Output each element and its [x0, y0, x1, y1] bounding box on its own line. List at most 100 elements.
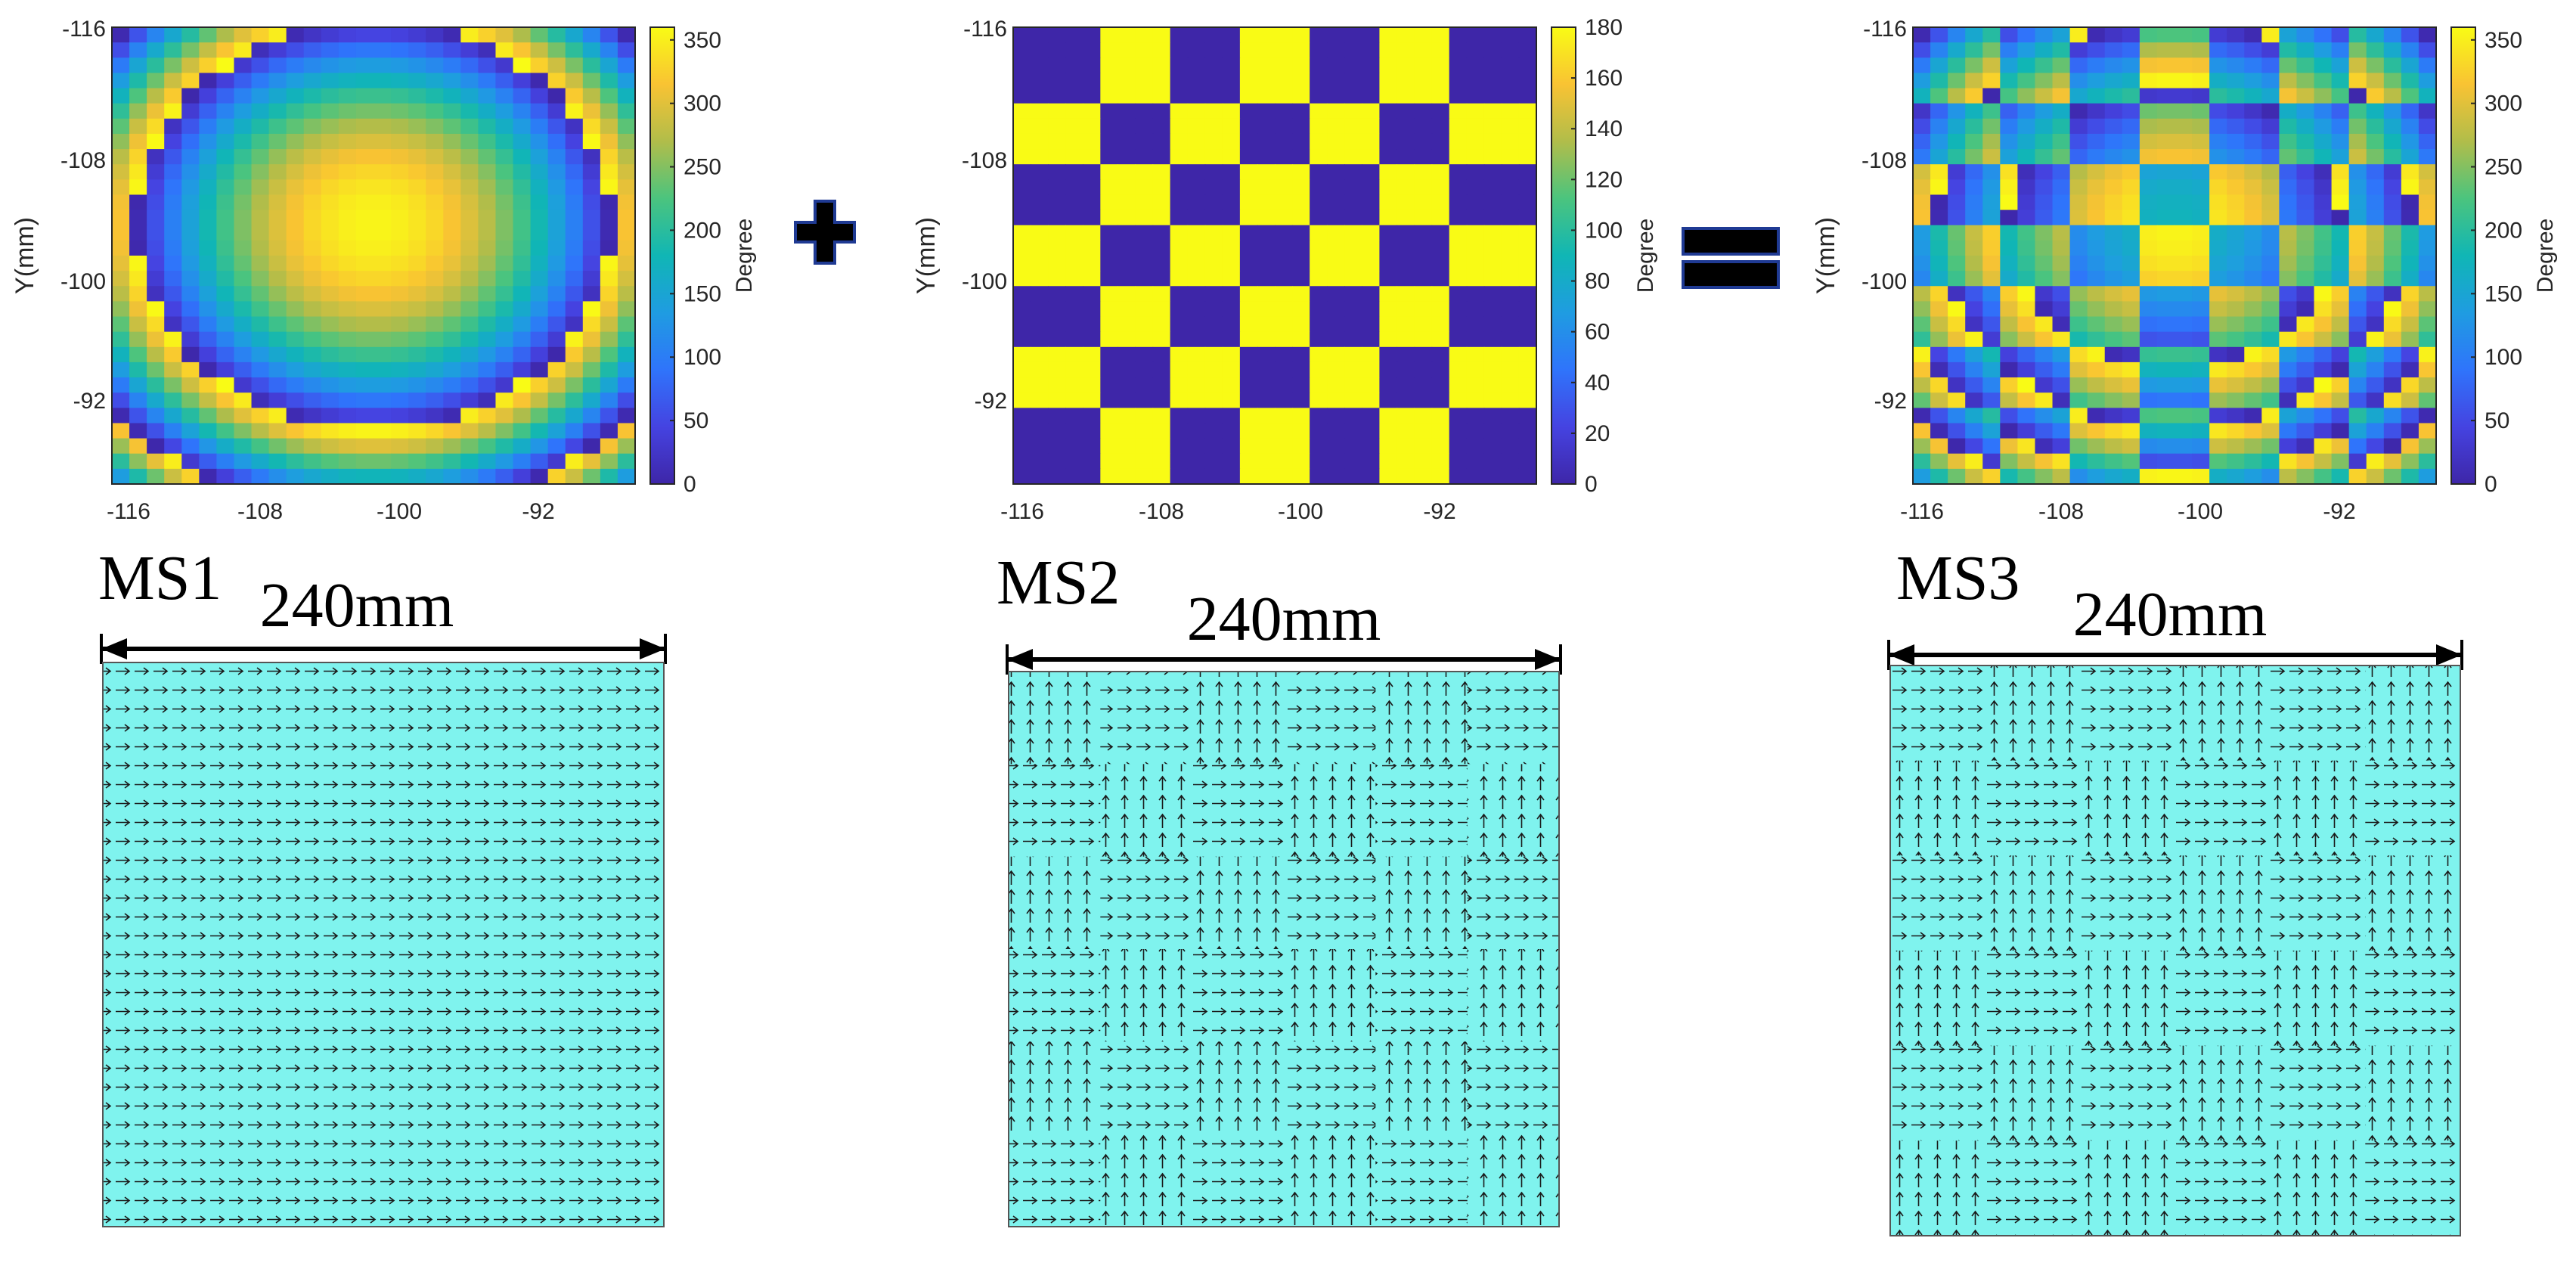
phase-cell — [1013, 331, 1031, 348]
phase-cell — [268, 73, 287, 89]
phase-cell — [1170, 438, 1189, 455]
phase-cell — [1083, 57, 1101, 73]
phase-cell — [408, 88, 426, 104]
phase-cell — [1483, 73, 1502, 89]
phase-cell — [2418, 240, 2437, 256]
phase-cell — [286, 149, 305, 165]
phase-cell — [2261, 316, 2280, 333]
phase-cell — [617, 331, 636, 348]
phase-cell — [2366, 256, 2385, 271]
phase-cell — [1048, 438, 1066, 455]
phase-cell — [164, 73, 182, 89]
phase-cell — [1913, 194, 1931, 211]
phase-cell — [234, 164, 253, 180]
phase-cell — [2331, 438, 2350, 455]
phase-cell — [2348, 240, 2367, 256]
phase-cell — [1065, 468, 1083, 485]
phase-cell — [1170, 316, 1189, 333]
phase-cell — [1292, 256, 1310, 271]
phase-cell — [1930, 57, 1948, 73]
phase-cell — [1414, 118, 1433, 135]
phase-cell — [1135, 73, 1154, 89]
phase-cell — [530, 133, 549, 150]
phase-cell — [1913, 453, 1931, 470]
phase-cell — [582, 331, 601, 348]
phase-cell — [2296, 286, 2315, 302]
phase-cell — [460, 194, 479, 211]
phase-cell — [1518, 423, 1537, 439]
phase-cell — [2104, 256, 2123, 271]
phase-cell — [1204, 240, 1223, 256]
phase-cell — [234, 286, 253, 302]
phase-cell — [565, 392, 584, 408]
phase-cell — [2227, 331, 2245, 348]
phase-cell — [286, 42, 305, 58]
phase-cell — [2244, 392, 2262, 408]
phase-cell — [234, 103, 253, 119]
unit-cell-block — [1192, 672, 1285, 765]
phase-cell — [1396, 225, 1415, 241]
phase-cell — [338, 392, 357, 408]
phase-cell — [1292, 423, 1310, 439]
phase-cell — [2261, 392, 2280, 408]
phase-cell — [1239, 240, 1258, 256]
phase-cell — [1170, 240, 1189, 256]
phase-cell — [1013, 133, 1031, 150]
phase-cell — [234, 209, 253, 226]
phase-cell — [1310, 57, 1328, 73]
phase-cell — [1275, 209, 1293, 226]
phase-cell — [321, 225, 339, 241]
phase-cell — [355, 316, 374, 333]
phase-cell — [338, 194, 357, 211]
phase-cell — [2227, 194, 2245, 211]
phase-cell — [426, 377, 444, 393]
phase-cell — [2209, 377, 2227, 393]
phase-cell — [2087, 164, 2106, 180]
phase-cell — [1449, 42, 1468, 58]
phase-cell — [1344, 377, 1362, 393]
phase-cell — [530, 179, 549, 196]
phase-map-ms3 — [1913, 27, 2437, 485]
phase-cell — [426, 57, 444, 73]
phase-cell — [2227, 361, 2245, 378]
phase-cell — [1414, 88, 1433, 104]
phase-cell — [268, 256, 287, 271]
phase-cell — [513, 286, 532, 302]
phase-cell — [338, 118, 357, 135]
phase-cell — [547, 118, 566, 135]
phase-cell — [1965, 225, 1983, 241]
phase-cell — [530, 377, 549, 393]
phase-cell — [2227, 438, 2245, 455]
phase-cell — [600, 149, 618, 165]
phase-cell — [1362, 57, 1380, 73]
phase-cell — [1344, 408, 1362, 424]
phase-cell — [1466, 57, 1485, 73]
phase-cell — [2139, 225, 2158, 241]
phase-cell — [1466, 209, 1485, 226]
phase-cell — [2192, 73, 2210, 89]
phase-cell — [2035, 361, 2054, 378]
phase-cell — [426, 103, 444, 119]
phase-cell — [2087, 42, 2106, 58]
phase-cell — [164, 346, 182, 363]
phase-cell — [1930, 133, 1948, 150]
phase-cell — [2244, 271, 2262, 287]
phase-cell — [1100, 423, 1118, 439]
phase-cell — [2192, 225, 2210, 241]
phase-cell — [1396, 331, 1415, 348]
phase-cell — [1083, 453, 1101, 470]
phase-cell — [1396, 118, 1415, 135]
phase-cell — [1065, 361, 1083, 378]
phase-cell — [1449, 118, 1468, 135]
phase-cell — [1501, 286, 1520, 302]
phase-cell — [1379, 164, 1398, 180]
phase-cell — [1414, 133, 1433, 150]
phase-cell — [112, 133, 130, 150]
phase-cell — [408, 179, 426, 196]
phase-cell — [1031, 88, 1049, 104]
phase-cell — [391, 179, 409, 196]
unit-cell-block — [1100, 856, 1193, 950]
phase-cell — [1965, 57, 1983, 73]
phase-cell — [1222, 209, 1241, 226]
